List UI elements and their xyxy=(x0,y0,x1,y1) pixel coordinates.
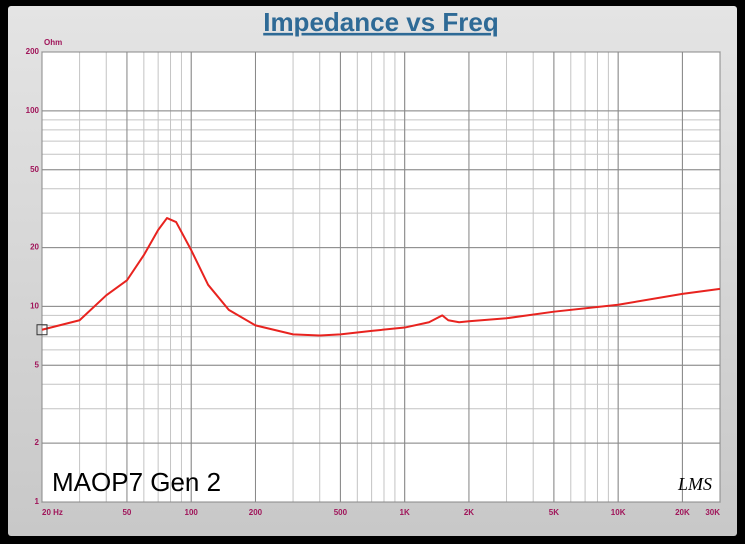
x-tick-label: 30K xyxy=(705,508,720,517)
plot-area xyxy=(41,51,721,503)
x-tick-label: 1K xyxy=(400,508,410,517)
x-tick-label: 50 xyxy=(122,508,131,517)
grid xyxy=(41,51,721,503)
x-tick-label: 20K xyxy=(675,508,690,517)
x-tick-label: 200 xyxy=(249,508,263,517)
x-tick-label: 500 xyxy=(334,508,348,517)
y-tick-label: 5 xyxy=(35,360,40,369)
logo: LMS xyxy=(677,474,712,494)
y-tick-label: 1 xyxy=(35,497,40,506)
y-tick-label: 50 xyxy=(30,165,39,174)
y-tick-label: 200 xyxy=(26,47,40,56)
y-tick-label: 10 xyxy=(30,302,39,311)
impedance-line xyxy=(41,217,721,337)
x-tick-label: 10K xyxy=(611,508,626,517)
x-tick-label: 2K xyxy=(464,508,474,517)
y-tick-label: 20 xyxy=(30,243,39,252)
y-unit: Ohm xyxy=(44,38,62,47)
y-tick-label: 100 xyxy=(26,106,40,115)
y-tick-label: 2 xyxy=(35,438,40,447)
x-tick-label: 20 Hz xyxy=(42,508,63,517)
chart-title: Impedance vs Freq xyxy=(263,7,499,37)
cursor-marker xyxy=(36,324,48,336)
x-tick-label: 5K xyxy=(549,508,559,517)
marks xyxy=(36,217,721,337)
annotation: MAOP7 Gen 2 xyxy=(52,467,221,497)
x-tick-label: 100 xyxy=(185,508,199,517)
